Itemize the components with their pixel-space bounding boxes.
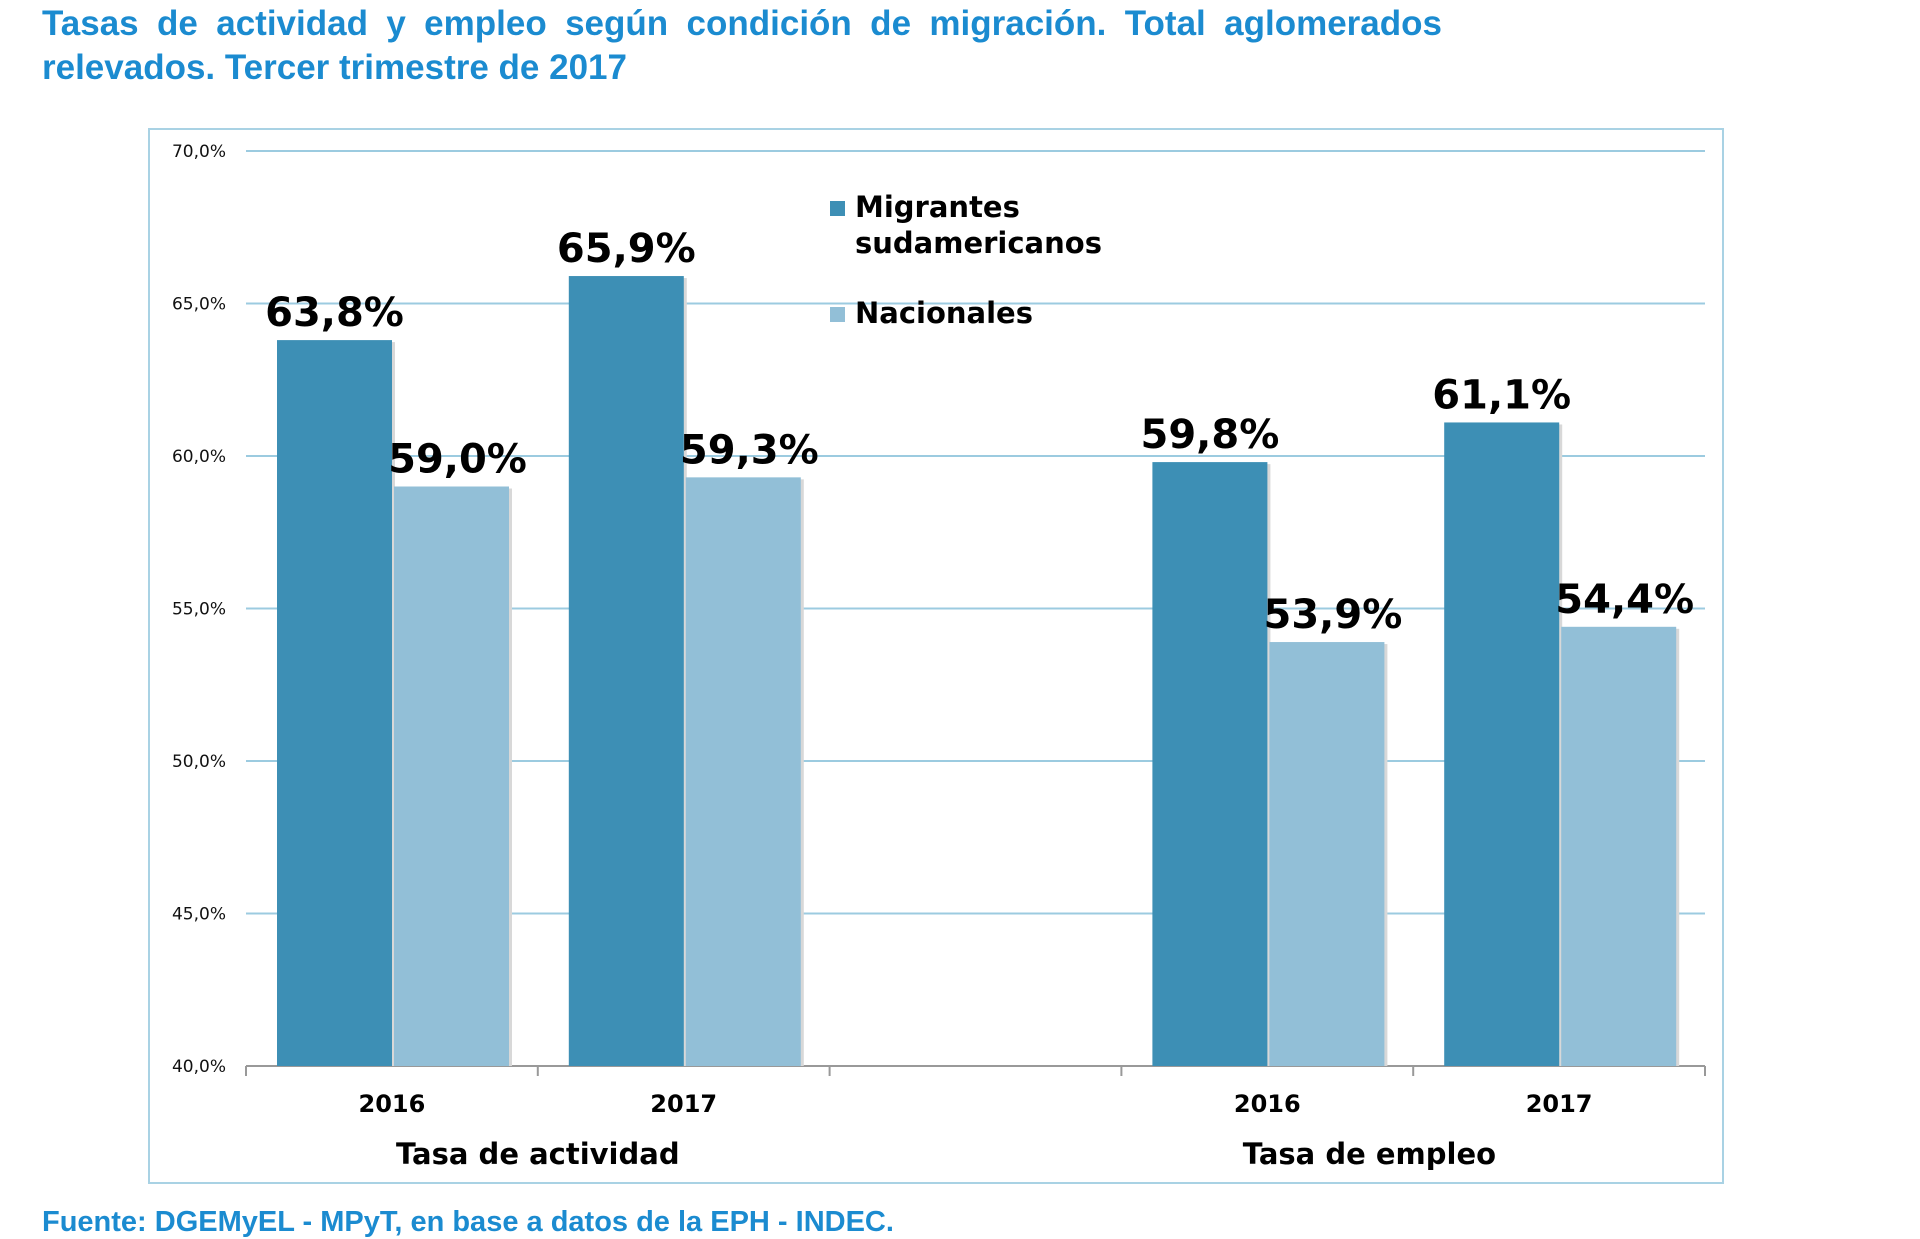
data-label: 54,4% bbox=[1555, 577, 1694, 623]
x-group-label: Tasa de actividad bbox=[396, 1137, 680, 1171]
data-label: 53,9% bbox=[1264, 592, 1403, 638]
x-category-label: 2017 bbox=[1526, 1090, 1593, 1118]
legend-label-nacionales: Nacionales bbox=[855, 296, 1033, 330]
bar-nacionales bbox=[394, 486, 509, 1066]
x-category-label: 2017 bbox=[650, 1090, 717, 1118]
data-label: 63,8% bbox=[265, 290, 404, 336]
y-tick-label: 55,0% bbox=[172, 600, 226, 620]
chart-frame bbox=[148, 128, 1724, 1184]
legend-swatch-nacionales bbox=[830, 307, 845, 322]
source-note: Fuente: DGEMyEL - MPyT, en base a datos … bbox=[42, 1206, 894, 1238]
y-tick-label: 50,0% bbox=[172, 752, 226, 772]
bar-migrantes bbox=[1152, 462, 1268, 1067]
data-label: 65,9% bbox=[557, 226, 696, 272]
bar-nacionales bbox=[1561, 626, 1677, 1066]
y-tick-label: 65,0% bbox=[172, 295, 226, 315]
data-label: 59,3% bbox=[680, 427, 819, 473]
chart-title: Tasas de actividad y empleo según condic… bbox=[42, 4, 1442, 87]
y-tick-label: 40,0% bbox=[172, 1057, 226, 1077]
legend-label-migrantes: Migrantes bbox=[855, 190, 1020, 224]
x-category-label: 2016 bbox=[1234, 1090, 1301, 1118]
bar-nacionales bbox=[685, 477, 801, 1067]
y-tick-label: 70,0% bbox=[172, 142, 226, 162]
bar-migrantes bbox=[568, 276, 684, 1066]
data-label: 61,1% bbox=[1432, 372, 1571, 418]
x-group-label: Tasa de empleo bbox=[1243, 1137, 1496, 1171]
y-tick-label: 45,0% bbox=[172, 905, 226, 925]
bar-migrantes bbox=[277, 340, 392, 1067]
bar-migrantes bbox=[1444, 422, 1560, 1066]
data-label: 59,8% bbox=[1141, 412, 1280, 458]
x-category-label: 2016 bbox=[359, 1090, 426, 1118]
legend-swatch-migrantes bbox=[830, 201, 845, 216]
data-label: 59,0% bbox=[388, 437, 527, 483]
legend-label-migrantes-line2: sudamericanos bbox=[855, 226, 1102, 260]
y-tick-label: 60,0% bbox=[172, 447, 226, 467]
bar-nacionales bbox=[1269, 642, 1385, 1066]
